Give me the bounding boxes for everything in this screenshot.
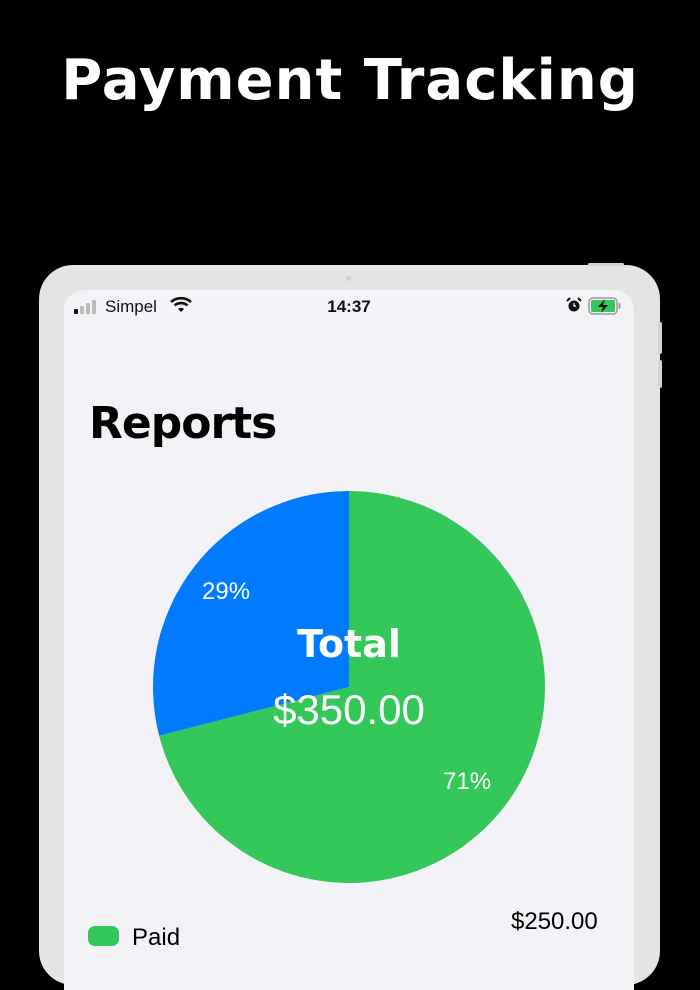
pie-center-title: Total bbox=[297, 622, 401, 666]
promo-headline: Payment Tracking bbox=[61, 48, 639, 113]
app-screen: Simpel 14:37 Reports Total $350.00 29% 7… bbox=[64, 290, 634, 990]
wifi-icon bbox=[170, 296, 192, 312]
pie-chart bbox=[153, 491, 545, 884]
slice-label-unpaid: 29% bbox=[202, 578, 251, 605]
camera bbox=[346, 276, 351, 281]
volume-down-button bbox=[658, 360, 662, 388]
battery-charging-icon bbox=[588, 297, 621, 315]
volume-up-button bbox=[658, 322, 662, 354]
status-time: 14:37 bbox=[327, 297, 371, 316]
pie-center-value: $350.00 bbox=[273, 686, 425, 733]
legend-swatch-paid bbox=[88, 926, 119, 946]
legend-label-paid: Paid bbox=[132, 924, 181, 951]
top-button bbox=[588, 263, 624, 266]
pie-slice-1 bbox=[153, 491, 349, 736]
signal-icon bbox=[74, 300, 96, 314]
status-bar: Simpel 14:37 bbox=[64, 290, 634, 324]
page-title: Reports bbox=[89, 398, 277, 449]
pie-slice-0 bbox=[159, 491, 545, 884]
alarm-icon bbox=[566, 297, 582, 312]
legend-value-paid: $250.00 bbox=[511, 908, 598, 935]
carrier-name: Simpel bbox=[105, 297, 157, 316]
slice-label-paid: 71% bbox=[443, 768, 492, 795]
